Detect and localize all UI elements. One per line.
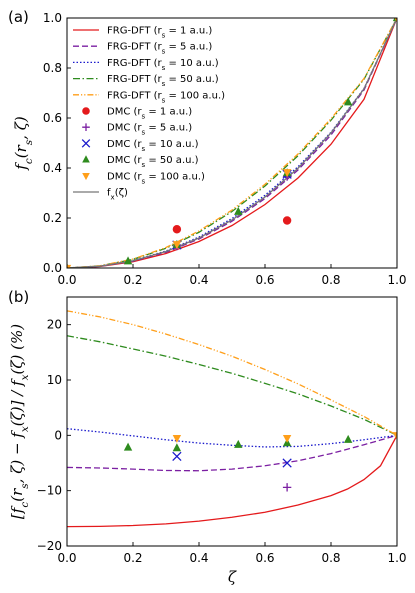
panel-a-x-tick-label: 1.0 (387, 273, 406, 287)
panel-b: 0.0 0.2 0.4 0.6 0.8 1.0 −20 −10 0 10 20 [fc(rs, ζ) … (8, 296, 407, 586)
panel-b-y-tick-label: −20 (37, 539, 62, 553)
panel-b-y-axis-label: [fc(rs, ζ) − fx(ζ)] / fx(ζ) (%) (8, 324, 31, 519)
panel-b-line-frg-dft-rs-5 (67, 434, 397, 472)
legend-entry: FRG-DFT (rs = 10 a.u.) (107, 58, 219, 72)
panel-a-axes-frame (66, 17, 398, 269)
panel-b-y-tick-label: 20 (47, 318, 62, 332)
panel-b-line-frg-dft-rs-1 (67, 435, 397, 528)
panel-b-x-tick-label: 0.6 (255, 551, 274, 565)
panel-a-y-tick-label: 1.0 (43, 11, 62, 25)
panel-b-x-tick-label: 1.0 (387, 551, 406, 565)
panel-b-point-dmc-rs-100 (392, 432, 397, 441)
panel-b-x-tick-label: 0.8 (321, 551, 340, 565)
panel-a-y-tick-label: 0.0 (43, 261, 62, 275)
panel-b-point-dmc-rs-50 (172, 443, 182, 452)
panel-b-line-frg-dft-rs-100 (67, 310, 397, 436)
panel-b-point-dmc-rs-10 (172, 451, 182, 462)
panel-a-point-dmc-rs-50 (123, 256, 133, 265)
panel-a-point-dmc-rs-100 (67, 264, 72, 268)
panel-b-point-dmc-rs-100 (172, 434, 182, 443)
panel-a-line-frg-dft-rs-100 (67, 18, 397, 268)
legend-entry: FRG-DFT (rs = 100 a.u.) (107, 90, 225, 104)
panel-a-point-dmc-rs-100 (172, 241, 182, 250)
panel-b-label: (b) (8, 288, 29, 306)
panel-b-x-tick-label: 0.4 (189, 551, 208, 565)
panel-a-y-axis-label: fc(rs, ζ) (12, 116, 35, 171)
legend-marker (82, 155, 90, 163)
panel-b-x-tick-label: 0.2 (123, 551, 142, 565)
panel-b-x-tick-label: 0.0 (57, 551, 76, 565)
panel-b-line-frg-dft-rs-10 (67, 428, 397, 448)
panel-b-y-tick-label: −10 (37, 484, 62, 498)
panel-b-y-tick-label: 0 (54, 428, 62, 442)
panel-a-y-tick-label: 0.4 (43, 161, 62, 175)
legend-entry: DMC (rs = 5 a.u.) (107, 123, 192, 137)
legend-entry: fx(ζ) (107, 188, 128, 202)
legend-entry: FRG-DFT (rs = 1 a.u.) (107, 26, 212, 40)
legend-entry: DMC (rs = 10 a.u.) (107, 139, 199, 153)
legend-entry: DMC (rs = 1 a.u.) (107, 107, 192, 121)
panel-a-point-dmc-rs-1 (172, 225, 182, 234)
panel-a-y-tick-label: 0.6 (43, 111, 62, 125)
legend-marker (82, 107, 90, 115)
panel-b-line-frg-dft-rs-50 (67, 335, 397, 436)
panel-a-point-dmc-rs-100 (282, 169, 292, 178)
panel-b-point-dmc-rs-50 (234, 439, 243, 448)
panel-b-axes-frame (66, 296, 398, 547)
legend-marker (82, 123, 90, 131)
panel-b-point-dmc-rs-100 (282, 434, 292, 443)
panel-a-y-tick-label: 0.2 (43, 211, 62, 225)
panel-a-x-tick-label: 0.8 (321, 273, 340, 287)
panel-a: 0.0 0.2 0.4 0.6 0.8 1.0 0.0 0.2 0.4 0.6 0.8 1.0 fc(r… (12, 11, 407, 287)
legend-entry: DMC (rs = 50 a.u.) (107, 155, 199, 169)
legend-entry: FRG-DFT (rs = 5 a.u.) (107, 42, 212, 56)
panel-b-y-tick-label: 10 (47, 373, 62, 387)
panel-a-y-tick-label: 0.8 (43, 61, 62, 75)
legend-entry: FRG-DFT (rs = 50 a.u.) (107, 74, 219, 88)
panel-a-point-dmc-rs-1 (282, 216, 292, 225)
legend-entry: DMC (rs = 100 a.u.) (107, 171, 205, 185)
panel-b-x-axis-label: ζ (228, 568, 237, 586)
panel-b-point-dmc-rs-50 (123, 442, 133, 451)
legend-marker (81, 139, 91, 148)
panel-a-x-tick-label: 0.6 (255, 273, 274, 287)
panel-a-x-tick-label: 0.2 (123, 273, 142, 287)
panel-b-point-dmc-rs-10 (282, 458, 292, 468)
panel-a-x-tick-label: 0.4 (189, 273, 208, 287)
panel-a-x-tick-label: 0.0 (57, 273, 76, 287)
legend-marker (82, 172, 90, 181)
panel-a-point-dmc-rs-50 (234, 206, 243, 215)
panel-a-point-dmc-rs-100 (394, 18, 397, 23)
panel-a-line-f-x (67, 18, 397, 268)
legend: FRG-DFT (rs = 1 a.u.) FRG-DFT (rs = 5 a.u… (73, 26, 225, 202)
panel-b-point-dmc-rs-50 (343, 434, 353, 443)
panel-b-point-dmc-rs-5 (282, 483, 292, 492)
panel-a-label: (a) (8, 8, 29, 26)
panel-a-point-dmc-rs-50 (343, 97, 353, 106)
